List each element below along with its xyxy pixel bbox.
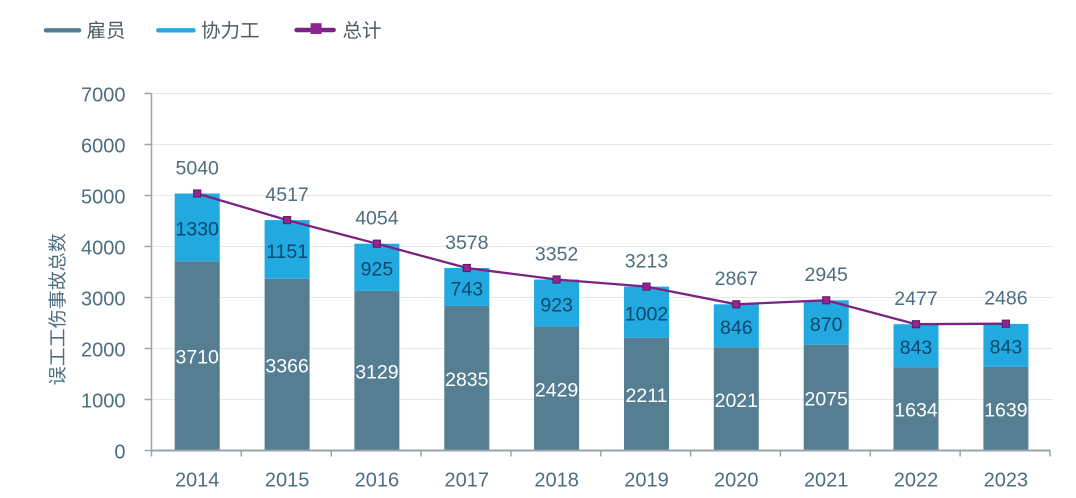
svg-text:2022: 2022 — [894, 470, 939, 492]
svg-text:2021: 2021 — [715, 390, 758, 412]
svg-text:2486: 2486 — [984, 288, 1027, 310]
svg-text:2016: 2016 — [355, 470, 400, 492]
svg-text:7000: 7000 — [81, 85, 126, 107]
svg-text:2021: 2021 — [804, 470, 849, 492]
svg-text:2075: 2075 — [805, 388, 849, 410]
svg-text:0: 0 — [114, 442, 125, 464]
svg-text:4054: 4054 — [355, 208, 399, 230]
svg-text:2835: 2835 — [445, 369, 489, 391]
svg-text:2477: 2477 — [894, 288, 937, 310]
svg-text:843: 843 — [990, 337, 1023, 359]
svg-text:5040: 5040 — [176, 157, 220, 179]
svg-text:2211: 2211 — [626, 385, 668, 407]
svg-text:6000: 6000 — [81, 136, 126, 158]
svg-text:2867: 2867 — [715, 268, 758, 290]
svg-text:3000: 3000 — [81, 289, 126, 311]
svg-text:2429: 2429 — [535, 379, 578, 401]
svg-text:3352: 3352 — [535, 243, 578, 265]
svg-text:1000: 1000 — [81, 391, 126, 413]
svg-text:2023: 2023 — [984, 470, 1029, 492]
svg-text:923: 923 — [540, 294, 573, 316]
svg-text:5000: 5000 — [81, 187, 126, 209]
svg-text:4517: 4517 — [265, 184, 308, 206]
svg-text:1151: 1151 — [266, 241, 308, 263]
svg-text:3710: 3710 — [176, 347, 220, 369]
svg-text:2014: 2014 — [175, 470, 220, 492]
svg-text:2945: 2945 — [805, 264, 849, 286]
svg-text:1639: 1639 — [984, 400, 1027, 422]
svg-text:846: 846 — [720, 317, 753, 339]
svg-text:870: 870 — [810, 314, 843, 336]
svg-text:3366: 3366 — [265, 356, 308, 378]
svg-text:4000: 4000 — [81, 238, 126, 260]
svg-text:3129: 3129 — [355, 362, 398, 384]
svg-text:1002: 1002 — [625, 304, 668, 326]
svg-text:3213: 3213 — [625, 251, 668, 273]
svg-text:2020: 2020 — [714, 470, 759, 492]
svg-text:2018: 2018 — [534, 470, 579, 492]
svg-text:925: 925 — [361, 259, 394, 281]
svg-text:2017: 2017 — [445, 470, 490, 492]
svg-text:3578: 3578 — [445, 232, 488, 254]
svg-text:843: 843 — [900, 337, 933, 359]
svg-text:2019: 2019 — [624, 470, 669, 492]
svg-text:1330: 1330 — [176, 219, 220, 241]
svg-text:2000: 2000 — [81, 340, 126, 362]
svg-text:1634: 1634 — [894, 400, 938, 422]
svg-text:2015: 2015 — [265, 470, 310, 492]
svg-text:743: 743 — [451, 278, 484, 300]
